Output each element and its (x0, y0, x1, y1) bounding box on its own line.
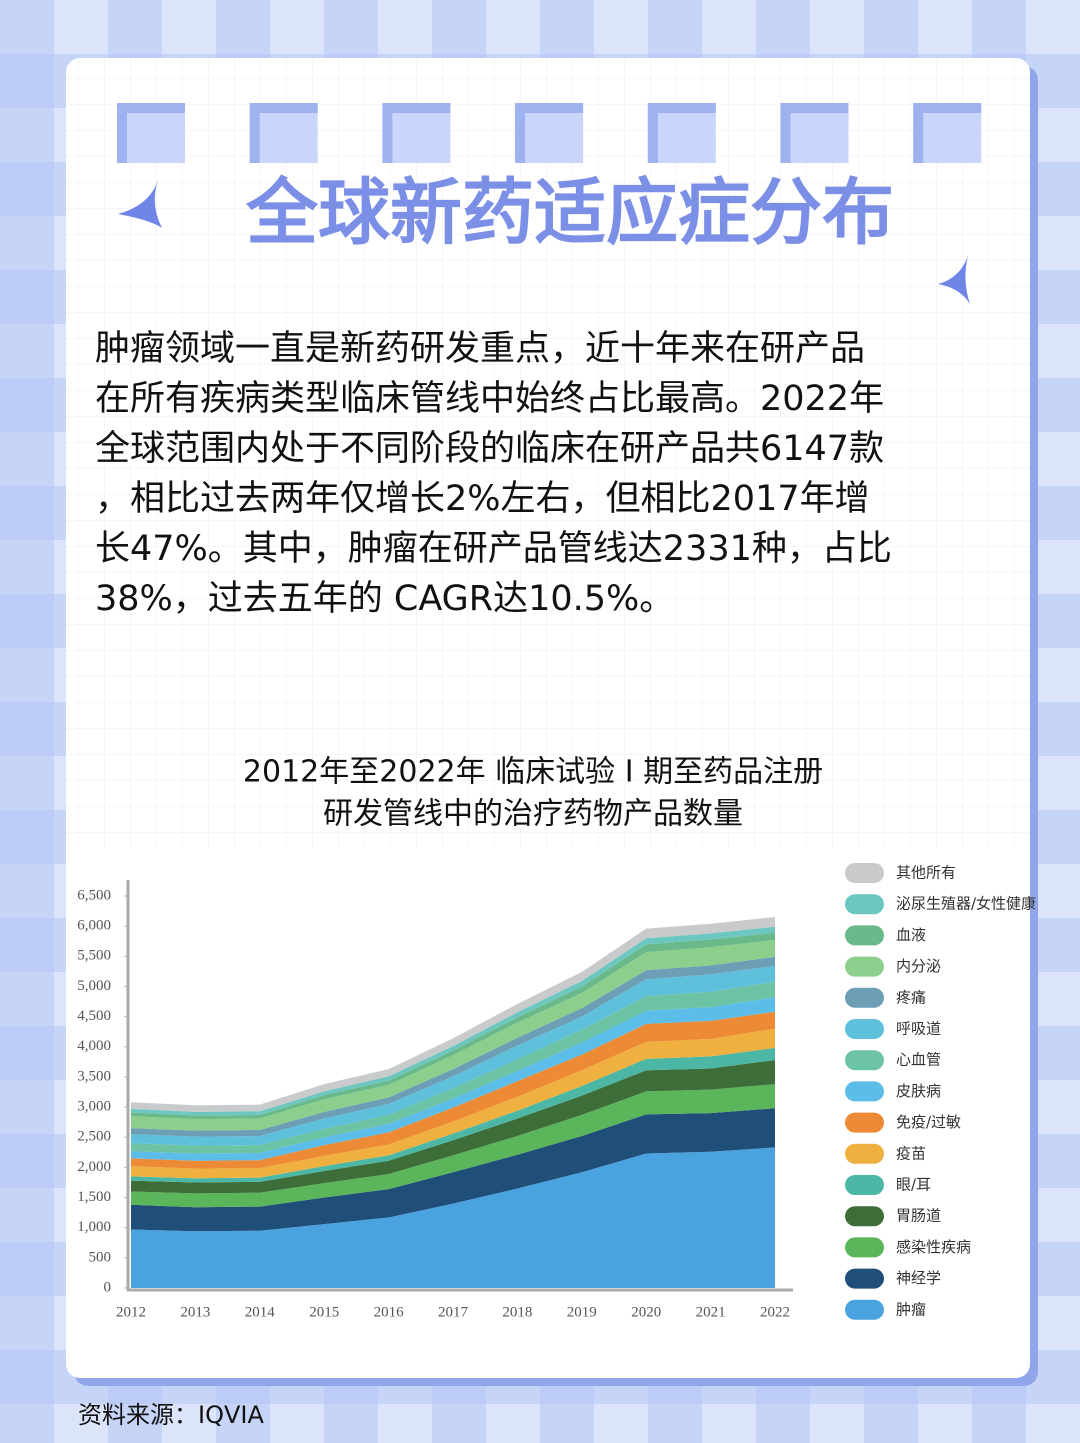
area (131, 1108, 775, 1232)
legend-swatch (845, 1019, 884, 1039)
legend-label: 肿瘤 (896, 1300, 926, 1318)
source: 资料来源：IQVIA (78, 1401, 264, 1429)
y-tick-label: 4,000 (77, 1038, 111, 1054)
star (938, 256, 970, 304)
legend-label: 心血管 (896, 1051, 941, 1069)
y-tick-label: 6,000 (77, 918, 111, 934)
x-tick-label: 2021 (696, 1304, 726, 1320)
paragraph-line: ，相比过去两年仅增长2%左右，但相比2017年增 (95, 479, 870, 519)
x-tick-label: 2017 (438, 1304, 469, 1320)
x-tick-label: 2019 (567, 1304, 597, 1320)
area (131, 1084, 775, 1208)
chart-subtitle: 研发管线中的治疗药物产品数量 (323, 797, 743, 832)
area (131, 1047, 775, 1183)
star (118, 180, 162, 228)
y-tick-label: 1,000 (77, 1219, 111, 1235)
legend-label: 皮肤病 (896, 1082, 941, 1100)
paragraph-line: 肿瘤领域一直是新药研发重点，近十年来在研产品 (95, 329, 865, 369)
paragraph-line: 长47%。其中，肿瘤在研产品管线达2331种，占比 (95, 529, 892, 569)
paragraph: 肿瘤领域一直是新药研发重点，近十年来在研产品在所有疾病类型临床管线中始终占比最高… (95, 329, 892, 619)
decor-square-edge (117, 103, 185, 163)
legend-label: 内分泌 (896, 957, 941, 975)
area (131, 1059, 775, 1194)
area (131, 1028, 775, 1179)
decor-square-edge (647, 103, 716, 163)
area (131, 965, 775, 1146)
legend-swatch (845, 956, 884, 977)
decor-square-edge (515, 103, 584, 163)
legend-label: 感染性疾病 (896, 1238, 971, 1256)
area (131, 1011, 775, 1169)
legend-label: 其他所有 (896, 864, 956, 882)
x-tick-label: 2016 (374, 1304, 405, 1320)
y-tick-label: 2,000 (77, 1159, 111, 1175)
decor-square-edge (382, 103, 451, 163)
paragraph-line: 全球范围内处于不同阶段的临床在研产品共6147款 (95, 429, 884, 469)
y-tick-label: 1,500 (77, 1189, 111, 1205)
y-tick-label: 500 (89, 1249, 112, 1265)
legend-swatch (845, 1268, 884, 1289)
y-tick-label: 6,500 (77, 887, 111, 903)
legend-swatch (845, 1237, 884, 1258)
x-tick-label: 2014 (245, 1304, 276, 1320)
paragraph-line: 在所有疾病类型临床管线中始终占比最高。2022年 (95, 379, 884, 419)
legend-label: 疫苗 (896, 1144, 926, 1162)
decor-square-edge (913, 103, 982, 163)
y-tick-label: 3,500 (77, 1068, 111, 1084)
paragraph-line: 38%，过去五年的 CAGR达10.5%。 (95, 579, 674, 619)
plot: 0 500 1,000 1,500 2,000 2,500 3,000 3,500 4,000 4… (77, 880, 793, 1320)
x-tick-label: 2020 (631, 1304, 661, 1320)
legend-label: 泌尿生殖器/女性健康 (896, 895, 1036, 913)
page-title: 全球新药适应症分布 (245, 171, 894, 255)
legend-label: 血液 (896, 926, 926, 944)
legend-swatch (845, 1143, 884, 1164)
legend-swatch (845, 925, 884, 946)
legend-swatch (845, 863, 884, 883)
chart-title: 2012年至2022年 临床试验 I 期至药品注册 (243, 755, 823, 790)
x-tick-label: 2018 (502, 1304, 532, 1320)
legend-label: 神经学 (896, 1269, 941, 1287)
legend-label: 疼痛 (896, 988, 926, 1006)
y-tick-label: 0 (104, 1279, 112, 1295)
decor-squares (117, 103, 982, 163)
y-tick-label: 4,500 (77, 1008, 111, 1024)
area (131, 939, 775, 1131)
legend-label: 胃肠道 (896, 1207, 941, 1225)
legend-swatch (845, 1081, 884, 1102)
area (131, 981, 775, 1154)
legend-swatch (845, 1175, 884, 1195)
card-grid (66, 58, 1030, 848)
legend-label: 眼/耳 (896, 1176, 931, 1194)
x-tick-label: 2022 (760, 1304, 790, 1320)
y-tick-label: 5,500 (77, 948, 111, 964)
x-tick-label: 2015 (309, 1304, 339, 1320)
legend-swatch (845, 1299, 884, 1320)
y-tick-label: 5,000 (77, 978, 111, 994)
area (131, 997, 775, 1161)
legend-label: 呼吸道 (896, 1020, 941, 1038)
area (131, 1147, 775, 1288)
decor-square-edge (780, 103, 849, 163)
legend-label: 免疫/过敏 (896, 1113, 961, 1131)
legend-swatch (845, 1206, 884, 1227)
legend: 肿瘤 神经学 感染性疾病 胃肠道 眼/耳 疫苗 免疫/过敏 皮肤病 心血管 呼吸道 疼痛 内分泌 血液 泌… (845, 863, 1036, 1320)
y-tick-label: 2,500 (77, 1129, 111, 1145)
y-tick-label: 3,000 (77, 1099, 111, 1115)
legend-swatch (845, 1112, 884, 1133)
legend-swatch (845, 987, 884, 1008)
x-tick-label: 2012 (116, 1304, 146, 1320)
legend-swatch (845, 894, 884, 915)
legend-swatch (845, 1050, 884, 1071)
x-tick-label: 2013 (180, 1304, 210, 1320)
decor-square-edge (249, 103, 318, 163)
